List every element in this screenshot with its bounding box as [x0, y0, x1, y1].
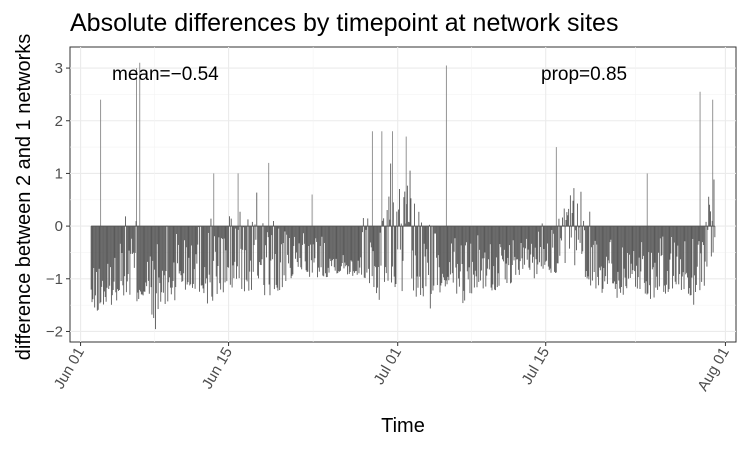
prop-annotation: prop=0.85 — [541, 64, 627, 85]
x-axis-title: Time — [381, 415, 425, 437]
bars-layer — [90, 62, 716, 330]
mean-annotation: mean=−0.54 — [112, 64, 219, 85]
y-tick-label: 3 — [55, 60, 63, 77]
x-tick-label: Jul 15 — [518, 345, 553, 388]
x-tick-label: Jun 15 — [199, 345, 236, 393]
plot-panel — [69, 46, 737, 343]
chart-title: Absolute differences by timepoint at net… — [70, 9, 618, 37]
y-tick-label: 2 — [55, 113, 63, 130]
x-tick-label: Aug 01 — [694, 345, 732, 395]
x-tick-label: Jul 01 — [370, 345, 405, 388]
y-tick-label: 1 — [55, 165, 63, 182]
x-tick-label: Jun 01 — [51, 345, 88, 393]
y-tick-label: −1 — [46, 271, 63, 288]
y-axis: −2 −1 0 1 2 3 — [46, 60, 70, 340]
x-axis: Jun 01 Jun 15 Jul 01 Jul 15 Aug 01 — [51, 342, 733, 394]
y-axis-title: difference between 2 and 1 networks — [13, 34, 35, 361]
y-tick-label: 0 — [55, 218, 63, 235]
y-tick-label: −2 — [46, 323, 63, 340]
